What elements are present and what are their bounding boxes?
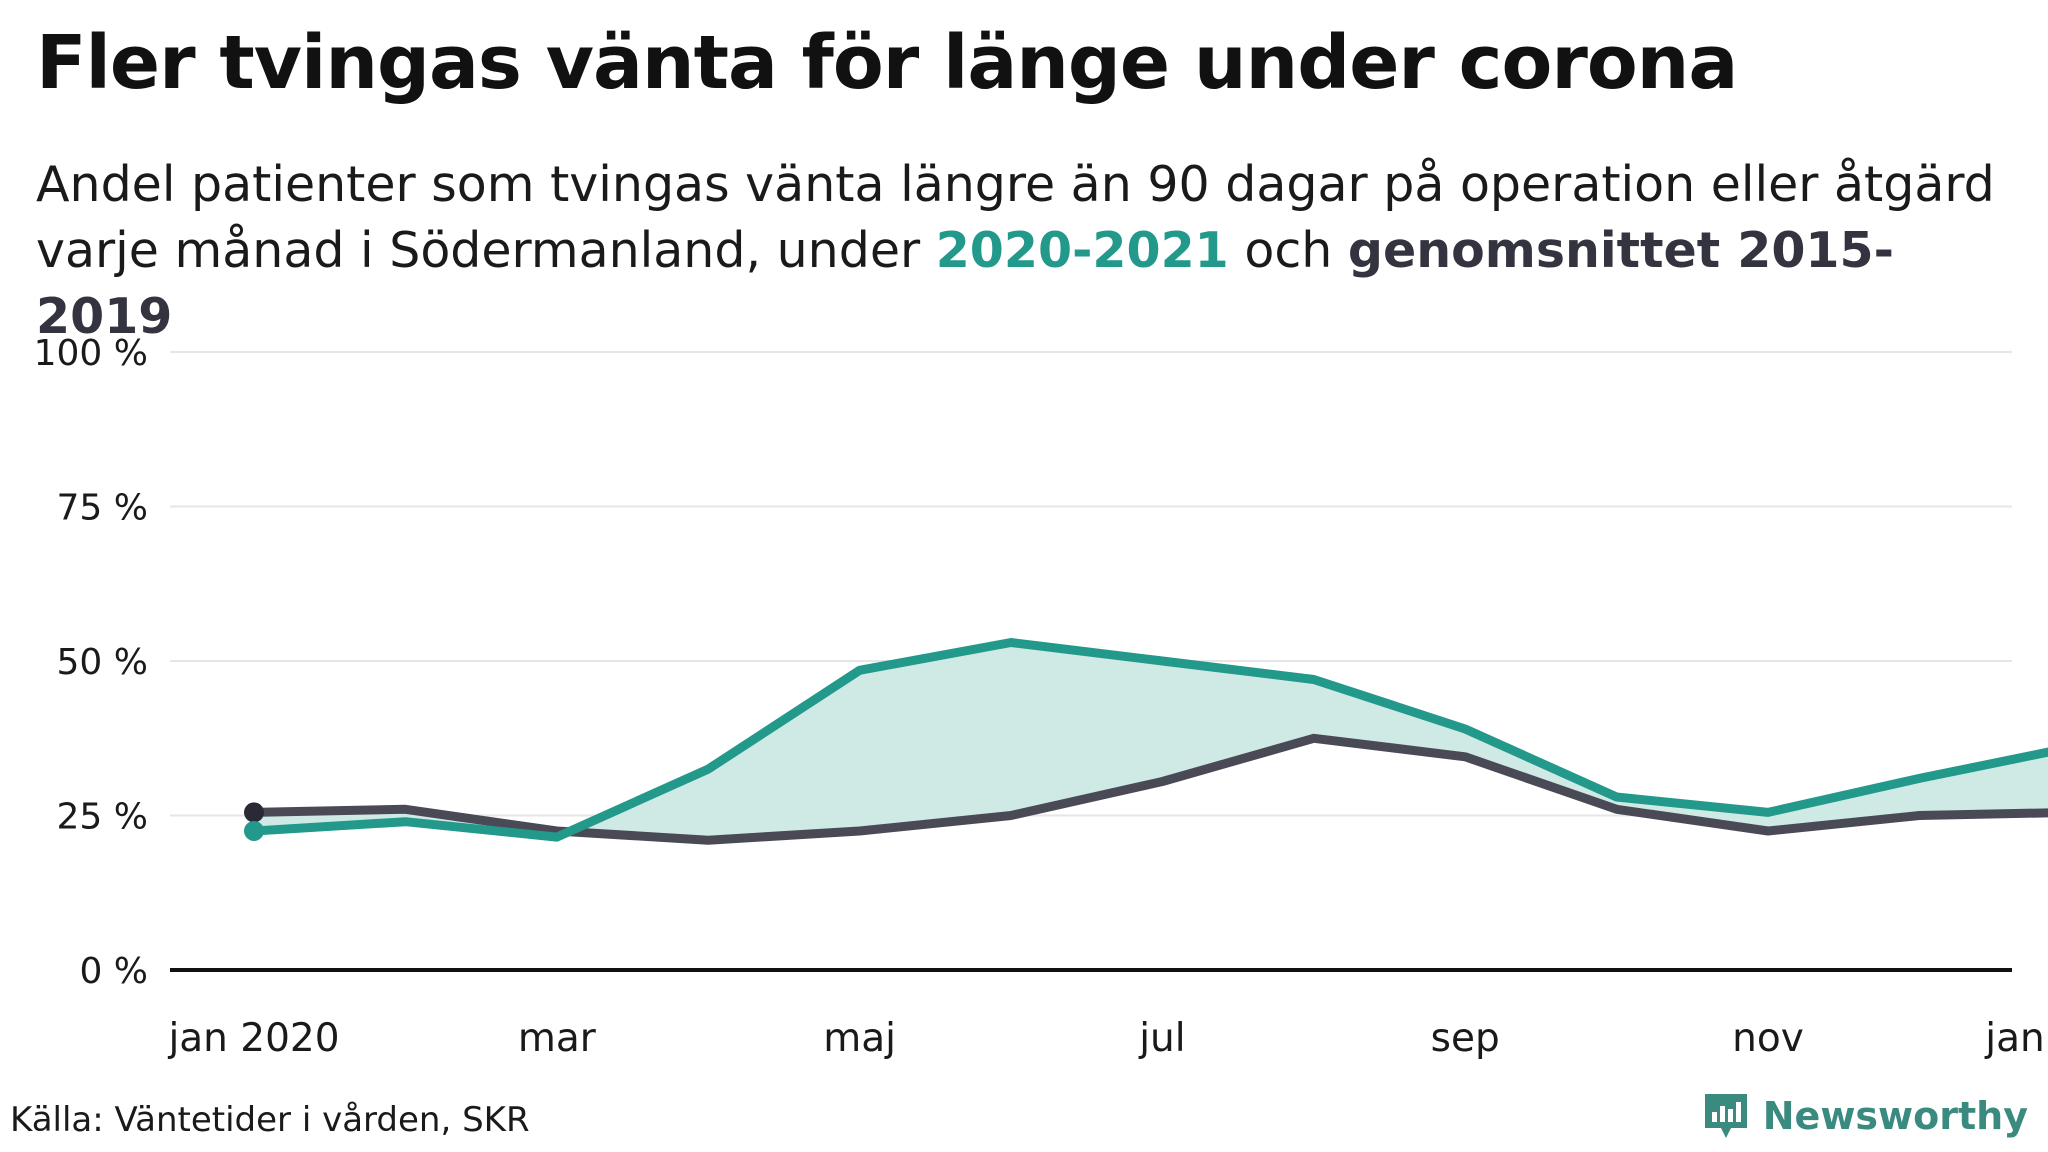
subtitle-connector: och (1228, 222, 1348, 279)
chart-title: Fler tvingas vänta för länge under coron… (36, 20, 1738, 106)
x-tick-label: jan 2020 (167, 1016, 339, 1061)
y-tick-label: 0 % (79, 951, 148, 992)
y-tick-label: 100 % (34, 333, 148, 374)
y-tick-label: 50 % (57, 642, 148, 683)
start-point-average (244, 802, 264, 823)
x-tick-label: sep (1431, 1016, 1500, 1061)
newsworthy-logo-icon (1704, 1094, 1747, 1138)
subtitle-highlight-2020-2021: 2020-2021 (935, 222, 1229, 279)
series-line-average (249, 733, 2048, 845)
y-tick-label: 75 % (57, 488, 148, 529)
x-tick-label: maj (823, 1016, 896, 1061)
start-point-2020-2021 (244, 820, 264, 841)
x-tick-label: mar (518, 1016, 597, 1061)
subtitle-highlight-average: genomsnittet 2015-2019 (36, 222, 1894, 345)
y-tick-label: 25 % (57, 797, 148, 838)
subtitle-text: Andel patienter som tvingas vänta längre… (36, 156, 1995, 279)
x-tick-label: jan 2021 (1984, 1016, 2048, 1061)
brand-name: Newsworthy (1762, 1094, 2028, 1138)
x-tick-label: jul (1138, 1016, 1185, 1061)
x-tick-label: nov (1732, 1016, 1804, 1061)
chart-subtitle: Andel patienter som tvingas vänta längre… (36, 152, 2026, 350)
source-note: Källa: Väntetider i vården, SKR (10, 1100, 530, 1140)
brand-logo: Newsworthy (1701, 1090, 2028, 1142)
series-line-2020-2021 (249, 638, 2048, 842)
